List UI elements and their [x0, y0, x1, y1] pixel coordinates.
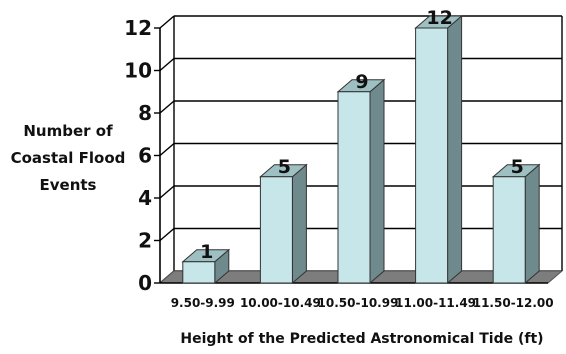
bar-11.00-11.49	[414, 14, 463, 285]
gridline-depth-12	[159, 15, 175, 29]
data-label-10.00-10.49: 5	[278, 156, 291, 178]
data-label-9.50-9.99: 1	[200, 241, 213, 263]
data-labels: 1 5 9 12 5	[200, 7, 524, 263]
y-tick-label-12: 12	[124, 16, 152, 40]
bar-front-10.50-10.99	[337, 91, 371, 284]
gridline-depth-6	[159, 142, 175, 157]
bar-10.00-10.49	[259, 163, 308, 285]
y-axis-title-line-1: Number of	[23, 122, 113, 140]
x-tick-label-10.00-10.49: 10.00-10.49	[240, 296, 321, 310]
y-tick-label-10: 10	[124, 59, 152, 83]
bar-side-11.00-11.49	[447, 14, 463, 285]
y-axis-title-line-2: Coastal Flood	[11, 149, 126, 167]
y-tick-label-4: 4	[138, 186, 152, 210]
data-label-11.50-12.00: 5	[511, 156, 524, 178]
bar-front-11.00-11.49	[415, 27, 449, 284]
bar-side-10.00-10.49	[291, 163, 307, 285]
bar-side-10.50-10.99	[369, 78, 385, 285]
x-tick-label-10.50-10.99: 10.50-10.99	[318, 296, 399, 310]
data-label-10.50-10.99: 9	[355, 71, 368, 93]
y-tick-label-2: 2	[138, 229, 152, 253]
y-tick-label-0: 0	[138, 271, 152, 295]
bar-front-11.50-12.00	[492, 176, 526, 284]
x-tick-label-9.50-9.99: 9.50-9.99	[171, 296, 235, 310]
gridline-depth-4	[159, 185, 175, 199]
bar-front-9.50-9.99	[182, 261, 216, 284]
gridline-depth-2	[159, 227, 175, 242]
y-axis-title: Number of Coastal Flood Events	[11, 122, 126, 194]
bar-front-10.00-10.49	[259, 176, 293, 284]
bar-side-11.50-12.00	[524, 163, 540, 285]
gridline-depth-8	[159, 100, 175, 114]
x-axis-title: Height of the Predicted Astronomical Tid…	[180, 331, 543, 347]
bar-10.50-10.99	[336, 78, 386, 285]
x-tick-labels: 9.50-9.99 10.00-10.4910.50-10.9911.00-11.…	[171, 296, 554, 310]
y-axis-title-line-3: Events	[40, 176, 97, 194]
bars	[181, 14, 541, 285]
gridline-depth-10	[159, 57, 175, 72]
y-tick-label-6: 6	[138, 144, 152, 168]
y-tick-labels: 0 2 4 6 8 10 12	[124, 16, 152, 295]
data-label-11.00-11.49: 12	[426, 7, 452, 29]
bar-9.50-9.99	[181, 248, 231, 285]
y-tick-label-8: 8	[138, 101, 152, 125]
bar-11.50-12.00	[491, 163, 541, 285]
x-tick-label-11.00-11.49: 11.00-11.49	[395, 296, 476, 310]
x-tick-label-11.50-12.00: 11.50-12.00	[473, 296, 554, 310]
